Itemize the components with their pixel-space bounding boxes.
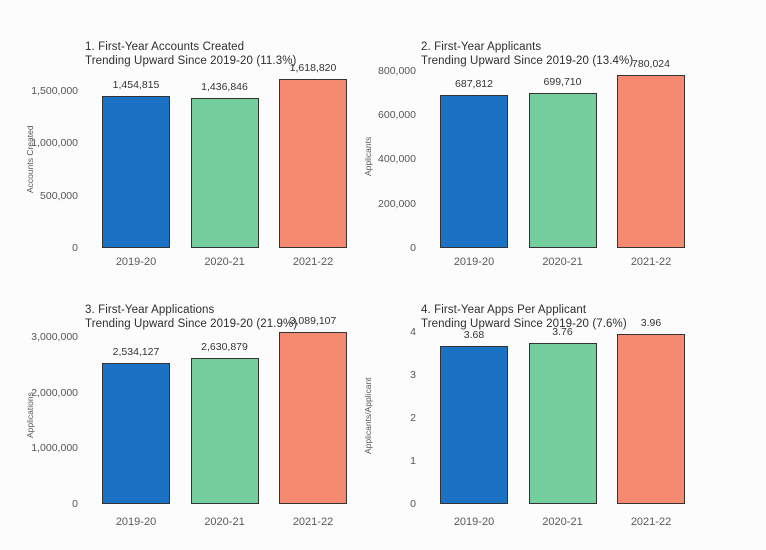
chart-title: 4. First-Year Apps Per Applicant Trending…	[421, 303, 627, 331]
bar-2020-21	[190, 357, 259, 504]
x-axis-tick-label: 2020-21	[542, 256, 583, 268]
bar-2021-22	[617, 74, 685, 248]
y-axis-tick-label: 3,000,000	[31, 331, 78, 344]
y-axis-tick-label: 4	[410, 326, 416, 339]
chart-panel-accounts-created: 1. First-Year Accounts Created Trending U…	[0, 0, 383, 275]
bar-value-label: 2,534,127	[112, 346, 160, 359]
bar-value-label: 2,630,879	[201, 340, 248, 353]
x-axis-tick-label: 2020-21	[204, 516, 245, 528]
chart-panel-applications: 3. First-Year Applications Trending Upwar…	[0, 275, 383, 550]
y-axis-tick-label: 600,000	[378, 108, 416, 121]
x-axis-tick-label: 2021-22	[630, 256, 672, 268]
chart-title: 1. First-Year Accounts Created Trending U…	[85, 40, 296, 68]
chart-subtitle-line2: Trending Upward Since 2019-20 (11.3%)	[85, 55, 297, 67]
bar-2019-20	[102, 363, 170, 504]
y-axis-tick-label: 800,000	[378, 64, 416, 77]
bar-2021-22	[617, 334, 685, 504]
y-axis-tick-label: 2	[410, 412, 416, 425]
bar-2020-21	[190, 97, 259, 248]
y-axis-tick-label: 3	[410, 369, 416, 382]
y-axis-tick-label: 1,500,000	[31, 84, 78, 97]
bar-value-label: 3,089,107	[289, 315, 337, 328]
chart-title: 3. First-Year Applications Trending Upwar…	[85, 303, 297, 331]
bar-value-label: 687,812	[455, 78, 493, 91]
bar-value-label: 699,710	[543, 75, 582, 88]
bar-value-label: 3.96	[640, 317, 662, 329]
y-axis-tick-label: 1	[410, 455, 416, 468]
x-axis-tick-label: 2021-22	[630, 516, 672, 528]
bar-2020-21	[528, 342, 597, 504]
chart-subtitle-line2: Trending Upward Since 2019-20 (7.6%)	[421, 318, 627, 330]
chart-subtitle-line2: Trending Upward Since 2019-20 (21.9%)	[85, 318, 298, 330]
bar-2020-21	[528, 92, 597, 248]
x-axis-tick-label: 2019-20	[453, 516, 495, 528]
y-axis-tick-label: 0	[410, 242, 416, 254]
y-axis-tick-label: 200,000	[378, 197, 416, 210]
bar-value-label: 3.76	[552, 325, 573, 338]
bar-value-label: 780,024	[632, 57, 670, 70]
bar-value-label: 1,436,846	[201, 80, 248, 93]
x-axis-tick-label: 2021-22	[292, 516, 334, 528]
chart-panel-applicants: 2. First-Year Applicants Trending Upward …	[363, 0, 766, 275]
y-axis-tick-label: 0	[72, 242, 78, 254]
x-axis-tick-label: 2020-21	[542, 516, 583, 528]
chart-title-line1: 4. First-Year Apps Per Applicant	[421, 304, 587, 316]
chart-title-line1: 1. First-Year Accounts Created	[85, 41, 245, 53]
chart-title: 2. First-Year Applicants Trending Upward …	[421, 40, 633, 68]
chart-subtitle-line2: Trending Upward Since 2019-20 (13.4%)	[421, 55, 634, 67]
bar-2021-22	[279, 332, 347, 504]
y-axis-tick-label: 1,000,000	[31, 442, 78, 455]
bar-2019-20	[440, 95, 508, 248]
x-axis-tick-label: 2019-20	[453, 256, 495, 268]
chart-panel-apps-per-applicant: 4. First-Year Apps Per Applicant Trending…	[363, 275, 766, 550]
x-axis-tick-label: 2021-22	[292, 256, 334, 268]
bar-2019-20	[102, 95, 170, 248]
y-axis-label: Applications	[25, 392, 35, 438]
x-axis-tick-label: 2019-20	[115, 516, 157, 528]
bar-value-label: 1,618,820	[289, 61, 337, 74]
chart-title-line1: 3. First-Year Applications	[85, 304, 215, 316]
x-axis-tick-label: 2019-20	[115, 256, 157, 268]
y-axis-tick-label: 2,000,000	[31, 386, 78, 399]
bar-2021-22	[279, 78, 347, 248]
x-axis-tick-label: 2020-21	[204, 256, 245, 268]
y-axis-tick-label: 1,000,000	[31, 137, 78, 150]
chart-title-line1: 2. First-Year Applicants	[421, 41, 542, 53]
y-axis-tick-label: 0	[72, 498, 78, 510]
y-axis-tick-label: 0	[410, 498, 416, 510]
bar-2019-20	[440, 346, 508, 504]
y-axis-tick-label: 500,000	[40, 189, 78, 202]
bar-value-label: 3.68	[463, 329, 485, 342]
y-axis-tick-label: 400,000	[378, 153, 416, 166]
bar-value-label: 1,454,815	[112, 78, 160, 91]
